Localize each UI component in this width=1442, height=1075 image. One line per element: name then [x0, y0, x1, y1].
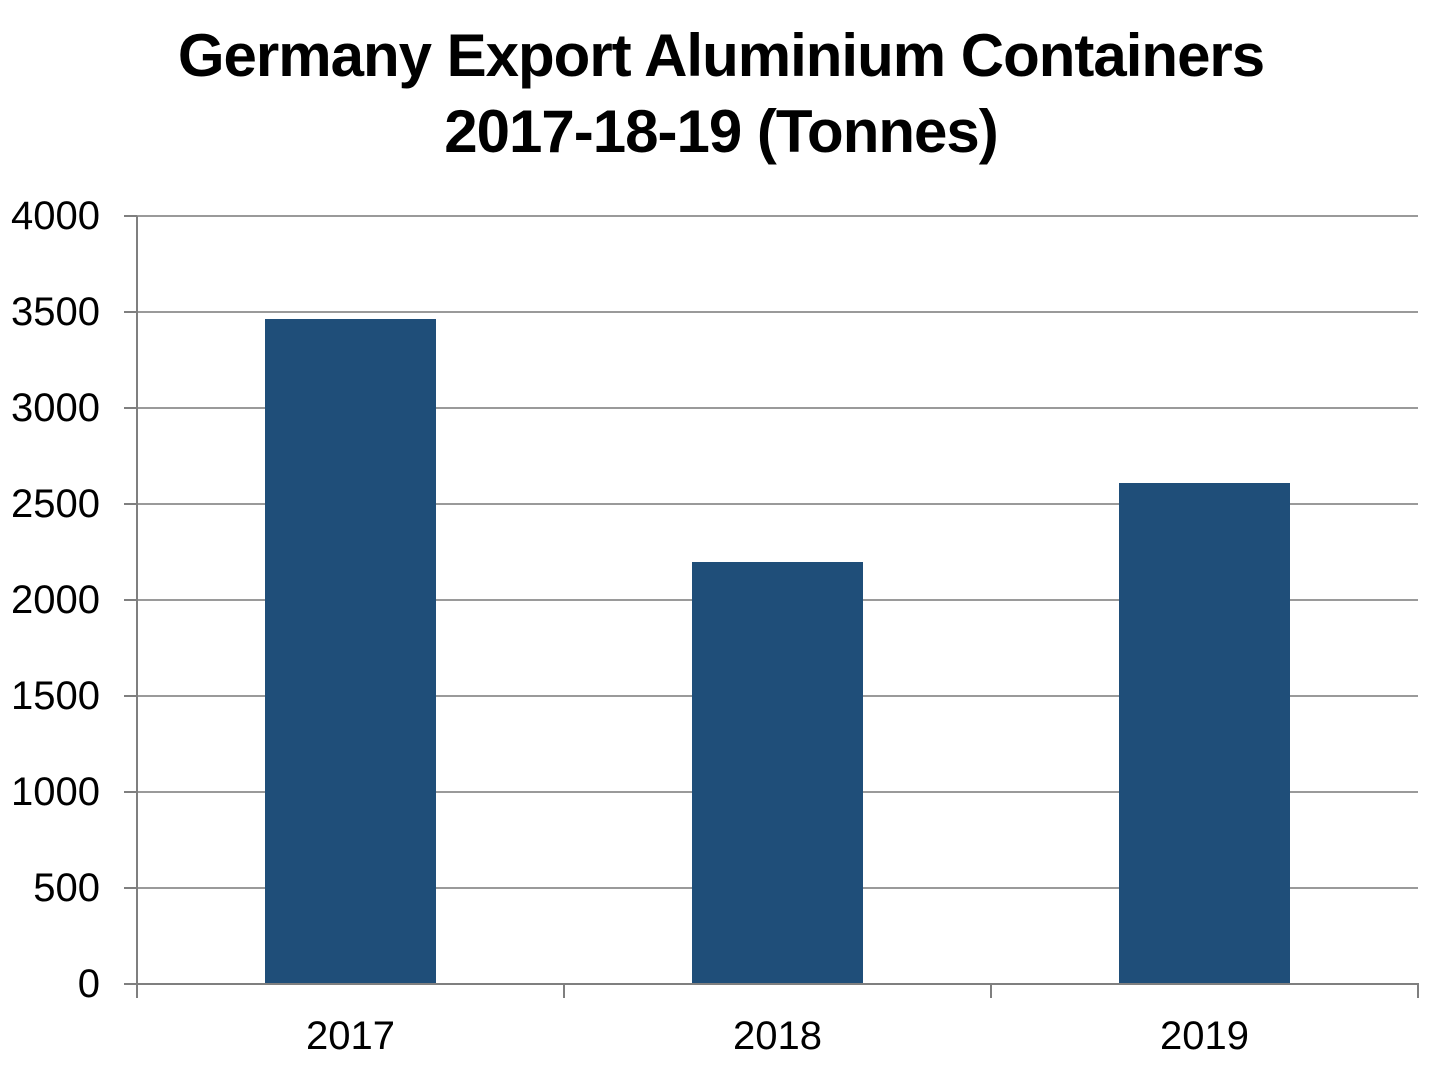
- y-tick-label: 0: [77, 962, 100, 1006]
- y-axis-tick: [124, 599, 137, 601]
- gridline: [137, 407, 1418, 409]
- x-axis-tick: [563, 984, 565, 998]
- x-axis-tick: [136, 984, 138, 998]
- y-axis-tick: [124, 215, 137, 217]
- x-category-label: 2018: [733, 1014, 822, 1058]
- y-axis-tick: [124, 695, 137, 697]
- plot-area: [137, 215, 1418, 984]
- y-axis-tick: [124, 311, 137, 313]
- x-category-label: 2017: [306, 1014, 395, 1058]
- bar-2019: [1119, 482, 1290, 984]
- y-tick-label: 2000: [11, 578, 100, 622]
- y-tick-label: 3000: [11, 386, 100, 430]
- x-axis-tick: [990, 984, 992, 998]
- gridline: [137, 311, 1418, 313]
- gridline: [137, 503, 1418, 505]
- y-axis-tick: [124, 887, 137, 889]
- gridline: [137, 215, 1418, 217]
- y-tick-label: 2500: [11, 482, 100, 526]
- chart-title-line1: Germany Export Aluminium Containers: [177, 22, 1265, 89]
- y-tick-label: 3500: [11, 290, 100, 334]
- bar-2017: [265, 318, 436, 984]
- bar-2018: [692, 561, 863, 984]
- y-tick-label: 500: [33, 866, 100, 910]
- x-category-label: 2019: [1160, 1014, 1249, 1058]
- x-axis-tick: [1417, 984, 1419, 998]
- y-axis-tick: [124, 407, 137, 409]
- y-tick-label: 4000: [11, 194, 100, 238]
- y-axis-tick: [124, 791, 137, 793]
- y-tick-label: 1000: [11, 770, 100, 814]
- chart-title-line2: 2017-18-19 (Tonnes): [444, 98, 998, 165]
- y-axis-line: [136, 216, 138, 985]
- y-axis-tick: [124, 503, 137, 505]
- x-axis-line: [137, 983, 1419, 985]
- y-tick-label: 1500: [11, 674, 100, 718]
- chart-title: Germany Export Aluminium Containers 2017…: [0, 18, 1442, 170]
- y-axis-tick: [124, 983, 137, 985]
